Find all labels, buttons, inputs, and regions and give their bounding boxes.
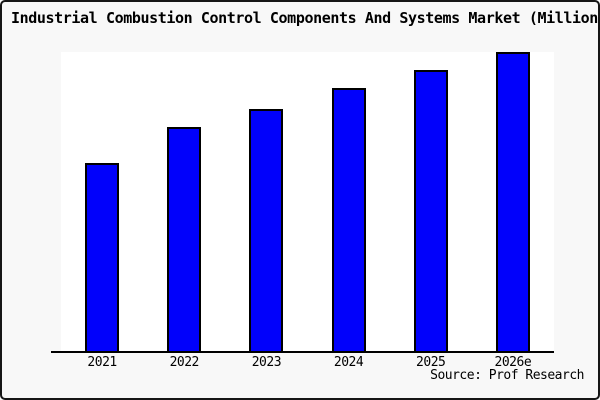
x-tick-label-2021: 2021 (87, 355, 117, 370)
x-axis-line (51, 351, 554, 353)
bar-2024 (331, 88, 366, 351)
chart-title: Industrial Combustion Control Components… (11, 9, 598, 27)
source-credit: Source: Prof Research (430, 368, 584, 383)
x-tick-label-2024: 2024 (333, 355, 364, 370)
bar-2023 (249, 109, 284, 351)
plot-area (61, 52, 554, 351)
x-tick-label-2026e: 2026e (494, 355, 532, 370)
x-axis-labels: 2021 2022 2023 2024 2025 2026e (61, 355, 554, 370)
bars-container (61, 52, 554, 351)
bar-2021 (85, 163, 120, 351)
x-tick-label-2022: 2022 (169, 355, 200, 370)
bar-2025 (413, 70, 448, 351)
x-tick-label-2023: 2023 (251, 355, 282, 370)
x-tick-label-2025: 2025 (416, 355, 446, 370)
bar-2022 (167, 127, 202, 351)
bar-2026e (495, 52, 530, 351)
